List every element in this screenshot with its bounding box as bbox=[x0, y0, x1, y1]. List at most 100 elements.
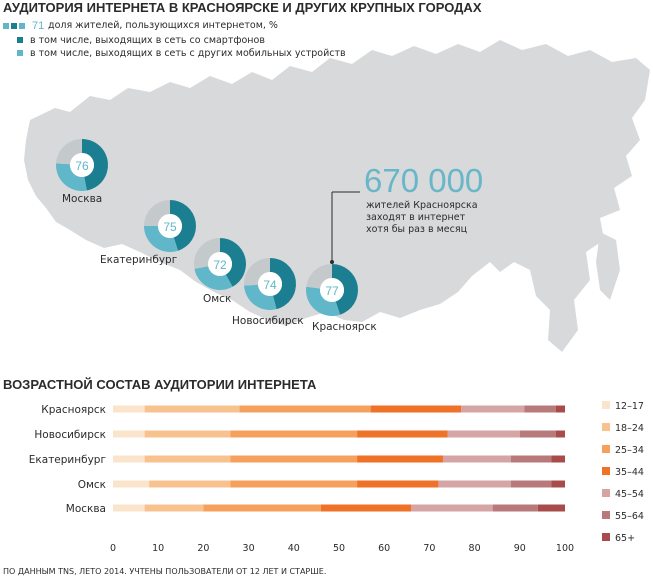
bar-section-title: ВОЗРАСТНОЙ СОСТАВ АУДИТОРИИ ИНТЕРНЕТА bbox=[3, 377, 317, 392]
x-tick-label: 80 bbox=[469, 543, 481, 554]
age-legend-swatch bbox=[602, 489, 610, 497]
bar-segment bbox=[113, 480, 150, 488]
x-tick-label: 90 bbox=[514, 543, 526, 554]
bar-segment bbox=[492, 504, 538, 512]
callout-dot bbox=[330, 260, 334, 264]
age-legend-label: 35–44 bbox=[615, 467, 644, 478]
donut-other-segment bbox=[243, 258, 270, 286]
bar-segment bbox=[357, 480, 439, 488]
donut-city-label: Красноярск bbox=[312, 321, 377, 333]
bar-segment bbox=[442, 455, 511, 463]
donut-city-label: Омск bbox=[203, 293, 231, 305]
bar-segment bbox=[357, 430, 448, 438]
donut-other-segment bbox=[144, 200, 170, 226]
legend-top: 71 доля жителей, пользующихся интернетом… bbox=[3, 20, 346, 59]
age-legend: 12–17 18–24 25–34 35–44 45–54 55–64 65+ bbox=[602, 401, 644, 544]
bar-segment bbox=[144, 455, 231, 463]
bar-segment bbox=[230, 455, 358, 463]
bar-category-label: Екатеринбург bbox=[29, 454, 106, 466]
legend-item-share: доля жителей, пользующихся интернетом, % bbox=[48, 20, 278, 31]
age-legend-label: 12–17 bbox=[615, 401, 644, 412]
x-tick-label: 50 bbox=[333, 543, 345, 554]
donut-smartphone-segment bbox=[270, 258, 297, 310]
age-legend-swatch bbox=[602, 533, 610, 541]
x-tick-label: 20 bbox=[197, 543, 209, 554]
bar-category-label: Омск bbox=[78, 479, 106, 491]
legend-item-smartphone: в том числе, выходящих в сеть со смартфо… bbox=[30, 35, 265, 46]
donut-mobile-segment bbox=[244, 284, 277, 311]
x-tick-label: 100 bbox=[556, 543, 574, 554]
headline-number: 670 000 bbox=[364, 162, 483, 199]
bar-segment bbox=[113, 430, 145, 438]
bar-segment bbox=[230, 480, 358, 488]
age-legend-swatch bbox=[602, 445, 610, 453]
bar-segment bbox=[203, 504, 321, 512]
donut-3: 72 Омск bbox=[194, 238, 246, 305]
headline-line-3: хотя бы раз в месяц bbox=[366, 224, 468, 235]
age-legend-label: 45–54 bbox=[615, 489, 644, 500]
donut-smartphone-segment bbox=[332, 264, 359, 315]
age-legend-swatch bbox=[602, 401, 610, 409]
age-legend-label: 18–24 bbox=[615, 423, 644, 434]
donut-city-label: Новосибирск bbox=[232, 315, 304, 327]
donut-city-label: Москва bbox=[62, 193, 102, 205]
x-tick-label: 60 bbox=[378, 543, 390, 554]
donut-4: 74 Новосибирск bbox=[232, 258, 304, 327]
bar-segment bbox=[447, 430, 520, 438]
footer-source: ПО ДАННЫМ TNS, ЛЕТО 2014. УЧТЕНЫ ПОЛЬЗОВ… bbox=[3, 567, 326, 576]
bar-category-label: Москва bbox=[66, 503, 106, 515]
bar-segment bbox=[551, 455, 565, 463]
bar-category-label: Красноярск bbox=[41, 404, 106, 416]
donut-smartphone-segment bbox=[82, 139, 109, 191]
legend-value-71: 71 bbox=[32, 20, 44, 32]
legend-swatches-icon bbox=[3, 23, 25, 29]
city-donuts: 76 Москва 75 Екатеринбург 72 Омск 74 Новосибирс… bbox=[56, 139, 377, 333]
donut-hole bbox=[258, 272, 282, 296]
donut-other-segment bbox=[56, 139, 82, 165]
age-legend-swatch bbox=[602, 423, 610, 431]
bar-segment bbox=[411, 504, 493, 512]
age-legend-swatch bbox=[602, 511, 610, 519]
donut-mobile-segment bbox=[56, 163, 87, 192]
donut-value: 77 bbox=[325, 284, 339, 298]
x-tick-label: 10 bbox=[152, 543, 164, 554]
bar-segment bbox=[537, 504, 565, 512]
donut-hole bbox=[208, 252, 232, 276]
x-tick-label: 0 bbox=[110, 543, 116, 554]
kamchatka-shape bbox=[596, 232, 620, 300]
bar-segment bbox=[555, 430, 565, 438]
donut-1: 76 Москва bbox=[56, 139, 109, 205]
age-legend-label: 25–34 bbox=[615, 445, 644, 456]
donut-value: 76 bbox=[75, 159, 89, 173]
bar-segment bbox=[230, 430, 358, 438]
legend-swatch-smartphone bbox=[17, 37, 23, 43]
donut-value: 74 bbox=[263, 278, 277, 292]
donut-hole bbox=[158, 214, 182, 238]
russia-map-shape bbox=[24, 40, 650, 352]
donut-other-segment bbox=[306, 264, 332, 289]
age-legend-label: 65+ bbox=[615, 533, 635, 544]
legend-item-mobile: в том числе, выходящих в сеть с других м… bbox=[30, 48, 346, 59]
bar-segment bbox=[113, 504, 145, 512]
bar-segment bbox=[438, 480, 511, 488]
legend-swatch-mobile bbox=[17, 50, 23, 56]
headline-line-2: заходят в интернет bbox=[366, 212, 466, 223]
donut-hole bbox=[70, 153, 94, 177]
donut-5: 77 Красноярск bbox=[306, 264, 377, 333]
bar-segment bbox=[551, 480, 565, 488]
bar-segment bbox=[524, 405, 556, 413]
bar-segment bbox=[519, 430, 556, 438]
bar-category-label: Новосибирск bbox=[34, 429, 106, 441]
bar-segment bbox=[113, 455, 145, 463]
bar-segment bbox=[461, 405, 525, 413]
donut-mobile-segment bbox=[194, 266, 233, 290]
x-axis: 0 10 20 30 40 50 60 70 80 90 100 bbox=[110, 543, 574, 554]
bar-segment bbox=[320, 504, 412, 512]
donut-hole bbox=[320, 278, 344, 302]
donut-mobile-segment bbox=[306, 286, 341, 316]
bar-segment bbox=[113, 405, 145, 413]
bar-segment bbox=[149, 480, 231, 488]
chart-title: АУДИТОРИЯ ИНТЕРНЕТА В КРАСНОЯРСКЕ И ДРУГ… bbox=[3, 0, 482, 15]
x-tick-label: 70 bbox=[423, 543, 435, 554]
